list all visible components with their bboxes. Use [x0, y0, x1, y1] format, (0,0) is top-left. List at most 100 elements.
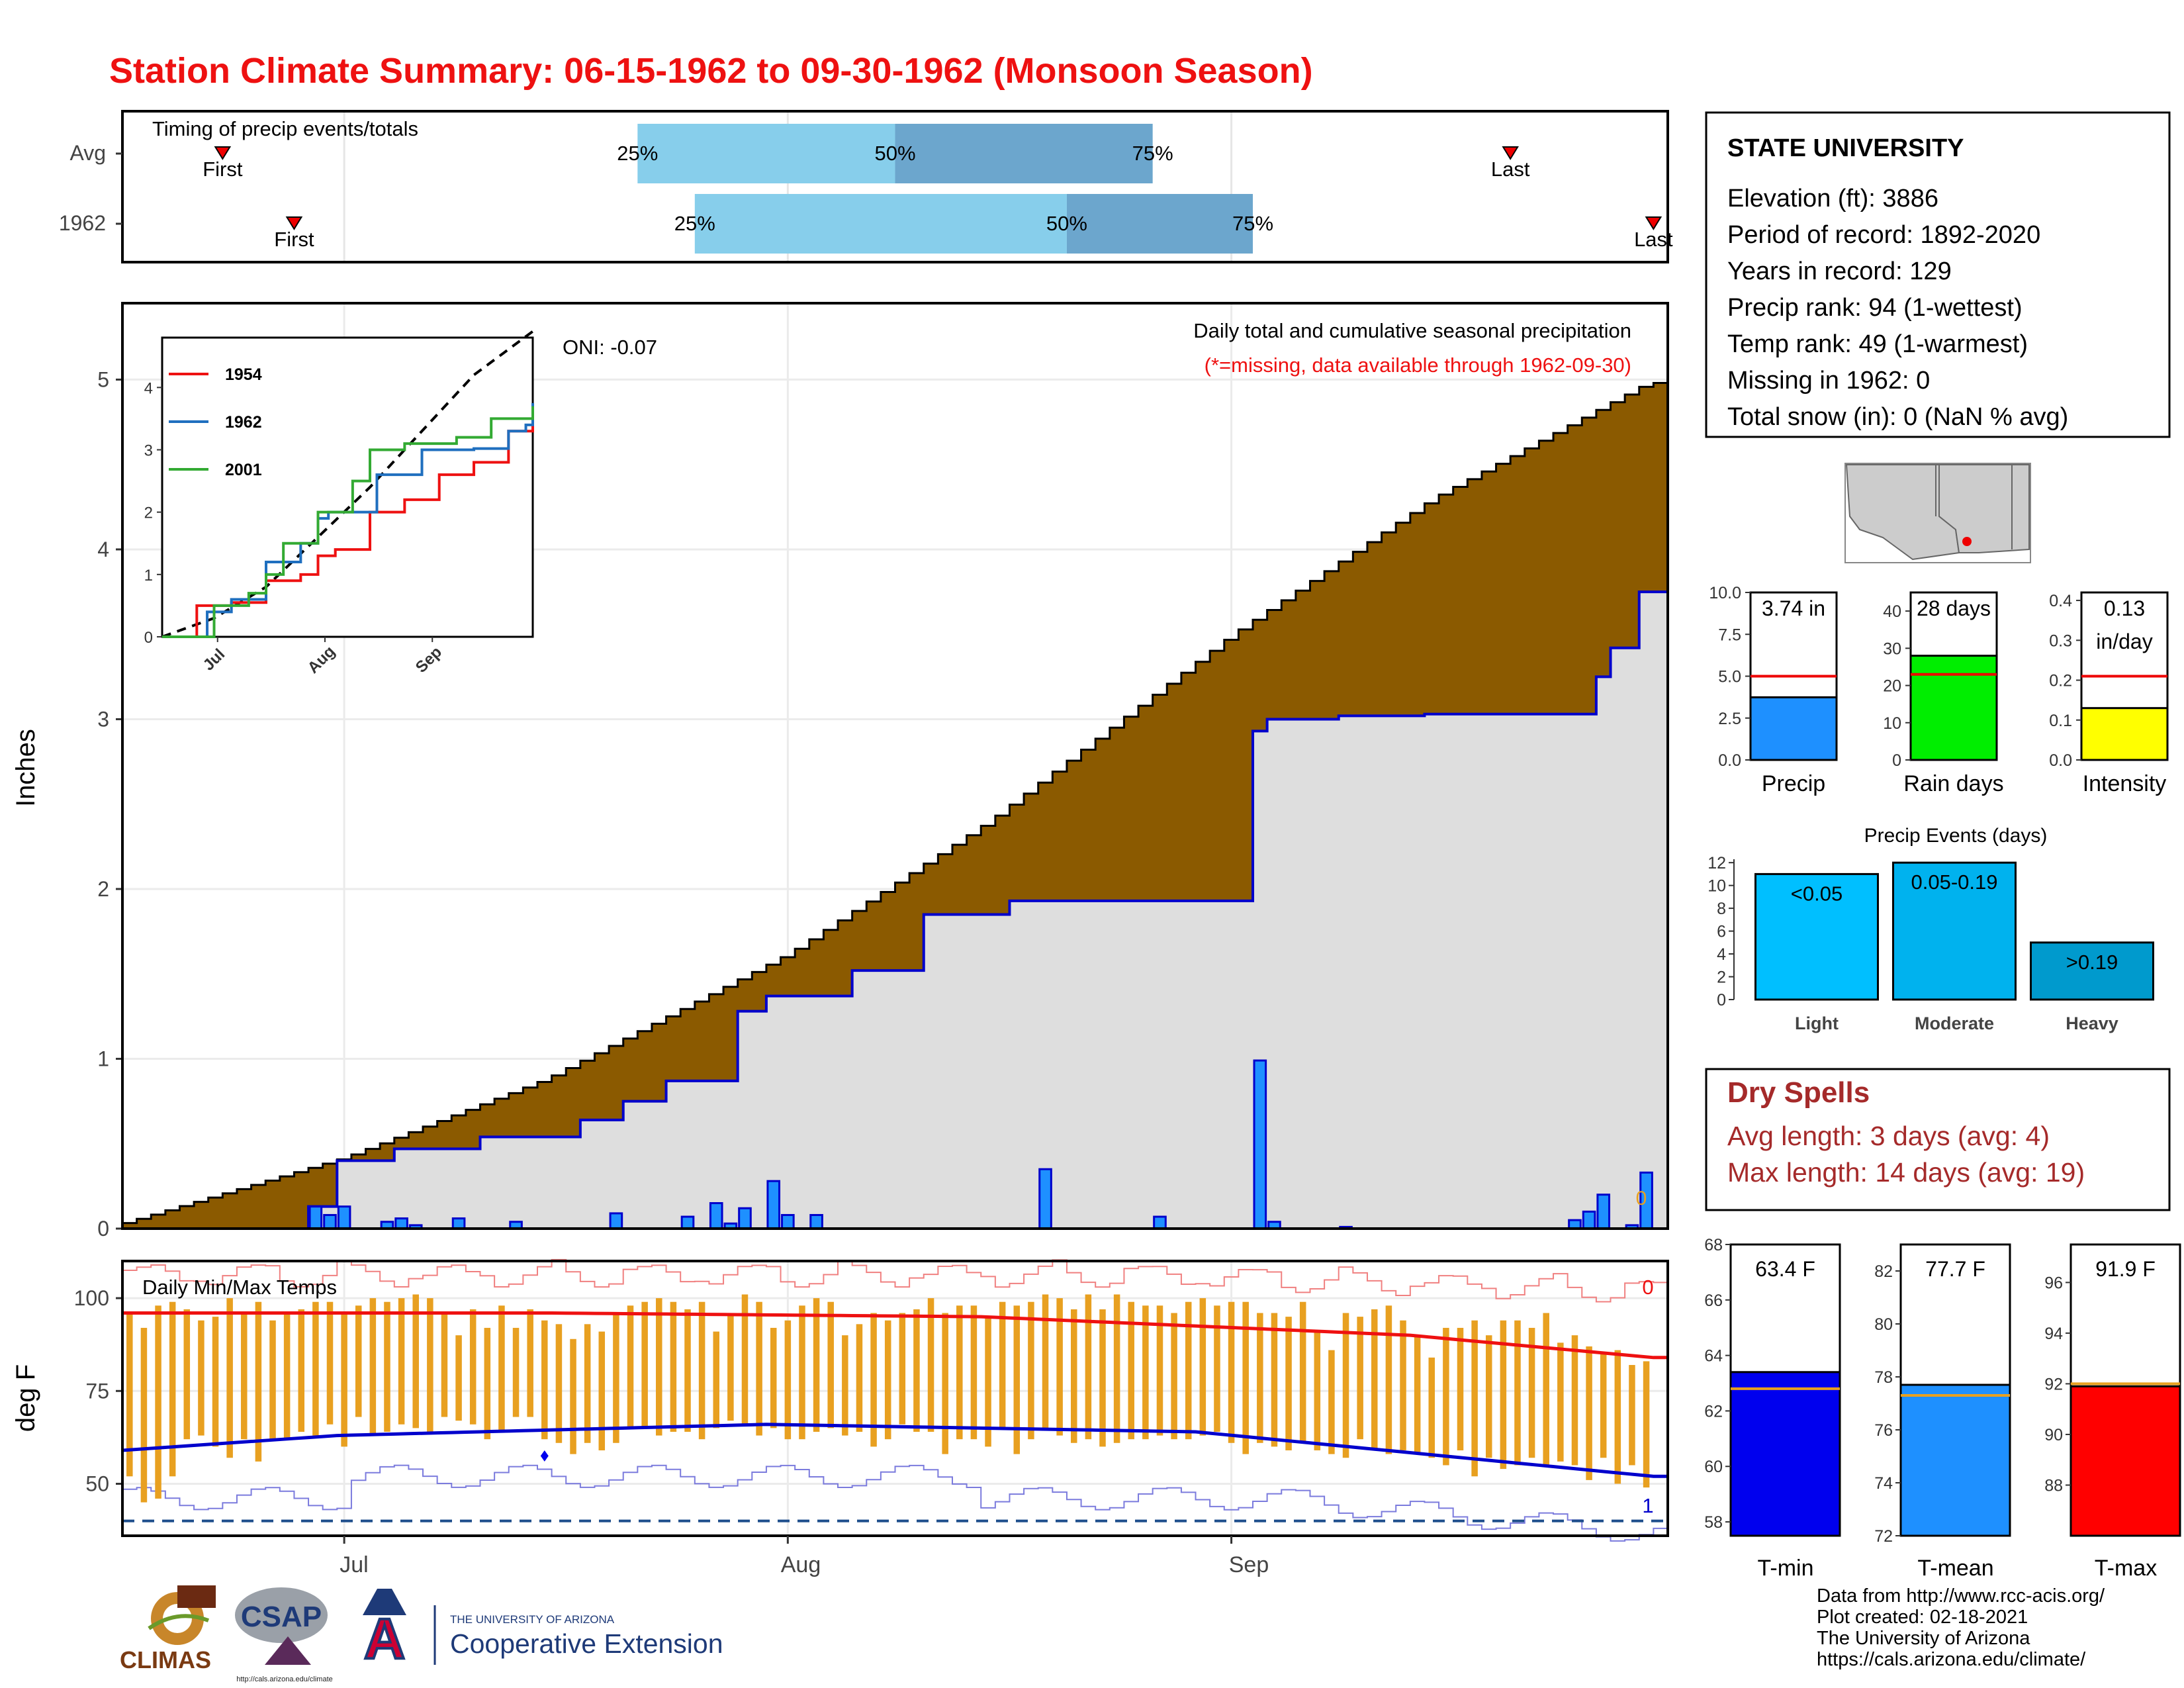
timing-p75-label: 75%: [1232, 212, 1273, 235]
daily-temp-bar: [784, 1320, 792, 1440]
daily-temp-bar: [1314, 1331, 1321, 1451]
temp-summary-value: 91.9 F: [2095, 1257, 2156, 1281]
station-missing: Missing in 1962: 0: [1727, 367, 1930, 395]
temperature-panel: 50 75 100 Daily Min/Max Temps 0 1 deg F: [11, 1258, 1669, 1542]
daily-temp-bar: [1643, 1361, 1650, 1488]
timing-q50-q75-bar: [1066, 194, 1253, 254]
temp-summary-bar: [1729, 1371, 1841, 1537]
events-category: Light: [1795, 1013, 1839, 1033]
daily-precip-bar: [1582, 1210, 1596, 1230]
daily-temp-bar: [527, 1309, 533, 1417]
daily-temp-bar: [1142, 1305, 1149, 1440]
daily-temp-bar: [927, 1298, 934, 1432]
precip-events-chart: Precip Events (days) 0 2 4 6 8 10 12 <0.05 Light…: [1707, 825, 2154, 1033]
daily-temp-bar: [656, 1298, 662, 1436]
daily-temp-bar: [1414, 1335, 1421, 1454]
temp-y-axis-label: deg F: [11, 1364, 40, 1432]
station-location-dot: [1962, 537, 1972, 546]
timing-p50-label: 50%: [1046, 212, 1087, 235]
inset-y-tick: 1: [144, 567, 153, 585]
temp-summary-y-tick: 96: [2044, 1274, 2063, 1292]
daily-temp-bar: [1028, 1301, 1034, 1440]
intensity-y-tick: 0.3: [2049, 632, 2072, 650]
daily-temp-bar: [1056, 1298, 1063, 1436]
timing-q25-q50-bar: [637, 124, 895, 183]
daily-temp-bar: [985, 1317, 991, 1447]
daily-temp-bar: [269, 1320, 276, 1440]
record-min-line: [122, 1464, 1668, 1542]
daily-temp-bar: [1228, 1301, 1235, 1443]
daily-temp-bar: [1357, 1317, 1363, 1440]
daily-temp-bar: [1085, 1294, 1092, 1440]
timing-last-label: Last: [1491, 158, 1530, 181]
daily-precip-bar: [1153, 1215, 1167, 1230]
precip-y-tick: 1: [97, 1047, 109, 1070]
daily-temp-bar: [684, 1309, 691, 1432]
precip-panel-note: Daily total and cumulative seasonal prec…: [1193, 319, 1631, 342]
daily-temp-bar: [1214, 1305, 1220, 1432]
station-temp-rank: Temp rank: 49 (1-warmest): [1727, 330, 2028, 358]
daily-precip-bar: [1038, 1168, 1052, 1230]
daily-temp-bar: [799, 1305, 805, 1440]
daily-temp-bar: [541, 1320, 548, 1440]
intensity-value-label: in/day: [2096, 630, 2152, 653]
events-y-tick: 4: [1717, 945, 1726, 964]
station-name: STATE UNIVERSITY: [1727, 134, 1964, 162]
daily-temp-bar: [584, 1324, 591, 1443]
year-cumulative-line: [122, 590, 1668, 1230]
legend-1954: 1954: [225, 365, 262, 384]
ua-logo-line1: THE UNIVERSITY OF ARIZONA: [450, 1613, 615, 1626]
events-y-tick: 6: [1717, 923, 1726, 941]
temp-summary-y-tick: 88: [2044, 1476, 2063, 1495]
timing-row-label-year: 1962: [59, 211, 106, 235]
precip-y-tick: 2: [97, 877, 109, 901]
events-bar: [2030, 941, 2154, 1001]
daily-temp-bar: [255, 1301, 262, 1462]
temperature-summary-bars: T-min T-mean T-max 63.4 F 58 60 62 64 66 68 77.…: [1704, 1236, 2181, 1581]
raindays-y-tick: 30: [1883, 639, 1901, 658]
daily-temp-bar: [1285, 1317, 1292, 1451]
temp-summary-y-tick: 72: [1874, 1527, 1893, 1546]
daily-temp-bar: [1199, 1298, 1206, 1436]
daily-temp-bar: [613, 1313, 619, 1443]
daily-temp-bar: [155, 1305, 161, 1499]
x-tick-sep: Sep: [1229, 1552, 1269, 1577]
daily-temp-bar: [484, 1327, 491, 1440]
daily-temp-bar: [1457, 1327, 1464, 1451]
events-bar-label: <0.05: [1791, 882, 1843, 905]
timing-first-label: First: [274, 228, 314, 251]
temp-missing-count: 0: [1642, 1276, 1653, 1299]
precip-summary-bar: [1749, 696, 1838, 761]
daily-temp-bar: [770, 1327, 777, 1429]
precip-y-tick: 5: [97, 367, 109, 391]
temp-summary-y-tick: 80: [1874, 1315, 1893, 1334]
raindays-y-tick: 10: [1883, 714, 1901, 733]
climas-logo-text: CLIMAS: [120, 1646, 211, 1673]
intensity-summary-bar: [2080, 707, 2169, 761]
timing-q50-q75-bar: [895, 124, 1153, 183]
precip-value-label: 3.74 in: [1762, 596, 1825, 620]
csap-logo-text: CSAP: [241, 1601, 322, 1633]
events-y-tick: 12: [1707, 854, 1726, 872]
daily-temp-bar: [498, 1305, 505, 1432]
intensity-bar-label: Intensity: [2083, 771, 2167, 796]
tmean-bar-name: T-mean: [1917, 1556, 1993, 1581]
daily-temp-bar: [756, 1301, 762, 1436]
x-axis: Jul Aug Sep: [340, 1536, 1269, 1577]
temp-summary-y-tick: 64: [1704, 1347, 1723, 1366]
precip-y-tick: 2.5: [1718, 710, 1741, 728]
events-bar: [1754, 872, 1879, 1001]
timing-title: Timing of precip events/totals: [152, 117, 418, 140]
summary-bar-charts: Precip Rain days Intensity 0.0 2.5 5.0 7.5 1…: [1709, 584, 2169, 796]
temp-summary-bar: [1899, 1383, 2011, 1537]
events-title: Precip Events (days): [1864, 825, 2048, 847]
raindays-y-tick: 0: [1892, 751, 1901, 770]
dry-spells-box: Dry Spells Avg length: 3 days (avg: 4) M…: [1705, 1068, 2171, 1211]
temp-summary-y-tick: 94: [2044, 1325, 2063, 1343]
temp-summary-bar: [2070, 1385, 2181, 1537]
credits: Data from http://www.rcc-acis.org/ Plot …: [1817, 1585, 2105, 1670]
daily-temp-bar: [1242, 1301, 1249, 1454]
precip-y-tick: 0: [97, 1217, 109, 1241]
events-category: Moderate: [1915, 1013, 1994, 1033]
